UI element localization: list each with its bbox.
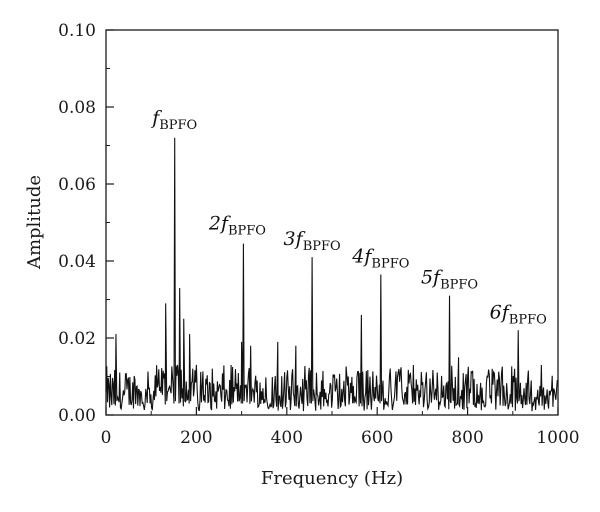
harmonic-label: 5fBPFO [421, 267, 478, 293]
harmonic-subscript: BPFO [303, 239, 341, 254]
harmonic-subscript: BPFO [509, 312, 547, 327]
x-tick-label: 1000 [536, 428, 579, 448]
y-tick-label: 0.04 [58, 252, 96, 272]
harmonic-subscript: BPFO [228, 224, 266, 239]
tick-layer: 0 200 400 600 800 1000 0.00 0.02 0.04 0.06 0.08 0.1… [58, 21, 579, 448]
harmonic-subscript: BPFO [440, 278, 478, 293]
harmonic-label: 2fBPFO [208, 213, 266, 239]
harmonic-label: fBPFO [150, 107, 197, 133]
y-tick-label: 0.00 [58, 406, 96, 426]
x-tick-label: 600 [361, 428, 393, 448]
harmonic-prefix: 6 [490, 301, 502, 323]
harmonic-symbol: f [294, 228, 306, 250]
harmonic-label: 6fBPFO [490, 301, 547, 327]
y-tick-label: 0.06 [58, 175, 96, 195]
y-tick-label: 0.08 [58, 98, 96, 118]
x-axis-title: Frequency (Hz) [261, 468, 403, 489]
harmonic-symbol: f [150, 107, 162, 129]
harmonic-prefix: 5 [421, 267, 433, 289]
x-tick-label: 400 [271, 428, 303, 448]
harmonic-symbol: f [362, 245, 374, 267]
y-tick-label: 0.02 [58, 329, 96, 349]
harmonic-symbol: f [500, 301, 512, 323]
harmonic-symbol: f [431, 267, 443, 289]
spectrum-line [105, 137, 558, 412]
y-axis-title: Amplitude [24, 175, 45, 270]
harmonic-prefix: 2 [208, 213, 221, 235]
harmonic-prefix: 4 [351, 245, 364, 267]
harmonic-symbol: f [219, 213, 231, 235]
y-tick-label: 0.10 [58, 21, 96, 41]
harmonic-subscript: BPFO [371, 256, 409, 271]
spectrum-layer [105, 137, 558, 412]
x-tick-label: 0 [101, 428, 112, 448]
harmonic-subscript: BPFO [159, 118, 197, 133]
harmonic-label: 3fBPFO [284, 228, 341, 254]
x-tick-label: 800 [451, 428, 483, 448]
harmonic-label: 4fBPFO [351, 245, 409, 271]
x-tick-label: 200 [180, 428, 212, 448]
harmonic-prefix: 3 [284, 228, 296, 250]
